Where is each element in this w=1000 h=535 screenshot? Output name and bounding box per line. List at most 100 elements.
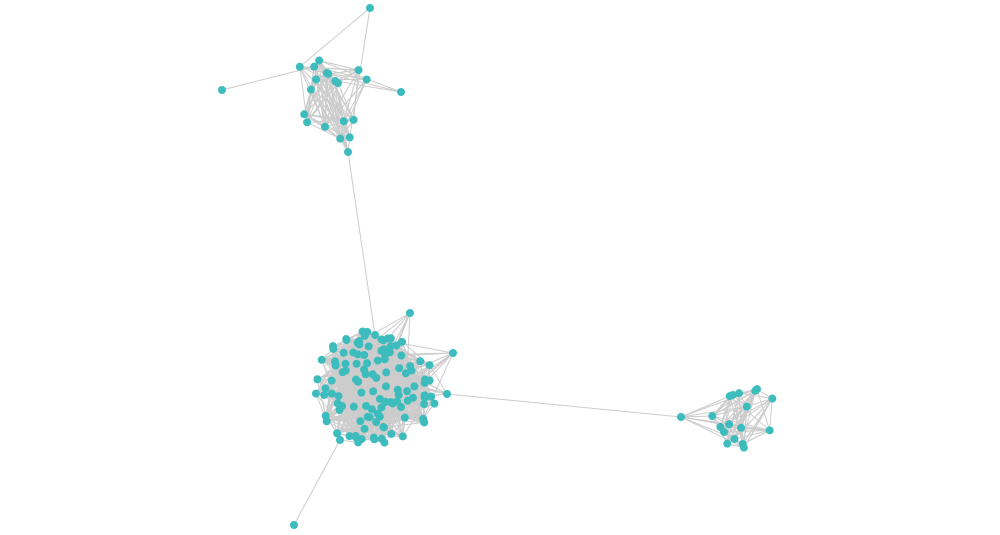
edge — [769, 398, 773, 431]
node — [443, 390, 451, 398]
node — [353, 350, 362, 359]
edge — [293, 439, 341, 526]
node — [313, 375, 322, 384]
node — [320, 122, 329, 131]
node — [349, 115, 358, 124]
edge — [326, 72, 367, 80]
node — [397, 351, 406, 360]
node — [218, 86, 226, 94]
edge — [306, 79, 317, 123]
node — [327, 376, 336, 385]
node — [361, 370, 370, 379]
edge — [357, 353, 430, 381]
edge — [319, 60, 359, 71]
edge — [318, 60, 402, 93]
node — [738, 439, 747, 448]
node — [351, 375, 360, 384]
edge — [303, 73, 329, 115]
node — [730, 434, 739, 443]
node — [381, 382, 390, 391]
node — [406, 309, 414, 317]
node — [723, 439, 732, 448]
edge — [746, 398, 773, 408]
node — [349, 402, 358, 411]
edge — [742, 390, 756, 445]
node — [306, 85, 315, 94]
edges — [221, 7, 773, 526]
node — [387, 429, 396, 438]
edge — [719, 394, 734, 428]
edge — [371, 312, 411, 410]
edge — [712, 390, 756, 417]
node — [420, 418, 429, 427]
node — [327, 389, 336, 398]
node — [400, 413, 409, 422]
node — [395, 364, 404, 373]
node — [364, 342, 373, 351]
node — [312, 75, 321, 84]
node — [403, 387, 412, 396]
node — [360, 424, 369, 433]
node — [420, 400, 429, 409]
node — [449, 349, 457, 357]
node — [416, 357, 425, 366]
node — [300, 110, 309, 119]
node — [768, 394, 777, 403]
node — [344, 148, 352, 156]
node — [360, 350, 369, 359]
edge — [680, 406, 747, 418]
node — [303, 118, 312, 127]
edge — [336, 352, 454, 434]
node — [725, 420, 734, 429]
node — [397, 88, 405, 96]
node — [334, 392, 343, 401]
node — [311, 389, 320, 398]
edge — [339, 331, 364, 441]
node — [345, 133, 354, 142]
edge — [299, 7, 371, 68]
node — [357, 388, 366, 397]
edge — [314, 66, 367, 80]
node — [382, 368, 391, 377]
edge — [364, 335, 392, 435]
node — [365, 413, 374, 422]
node — [370, 435, 379, 444]
edge — [324, 82, 339, 127]
node — [336, 436, 344, 444]
node — [427, 392, 436, 401]
node — [290, 521, 298, 529]
node — [351, 432, 360, 441]
node — [377, 434, 386, 443]
node — [320, 390, 329, 399]
node — [708, 412, 717, 421]
node — [381, 397, 390, 406]
node — [310, 62, 319, 71]
node — [373, 409, 382, 418]
edge — [368, 312, 411, 347]
node — [742, 402, 751, 411]
edge — [680, 395, 731, 418]
node — [420, 378, 429, 387]
node — [728, 390, 737, 399]
node — [356, 417, 365, 426]
node — [393, 385, 402, 394]
node — [410, 382, 419, 391]
edge — [339, 79, 368, 139]
node — [425, 361, 434, 370]
edge — [327, 73, 349, 153]
node — [735, 389, 744, 398]
edge — [328, 73, 402, 93]
edge — [680, 388, 758, 418]
edge — [338, 312, 411, 397]
node — [352, 359, 361, 368]
node — [398, 337, 407, 346]
node — [328, 342, 337, 351]
node — [339, 117, 348, 126]
node — [315, 56, 324, 65]
edge — [742, 429, 770, 445]
edge — [719, 390, 756, 428]
edge — [306, 82, 339, 123]
node — [345, 432, 354, 441]
